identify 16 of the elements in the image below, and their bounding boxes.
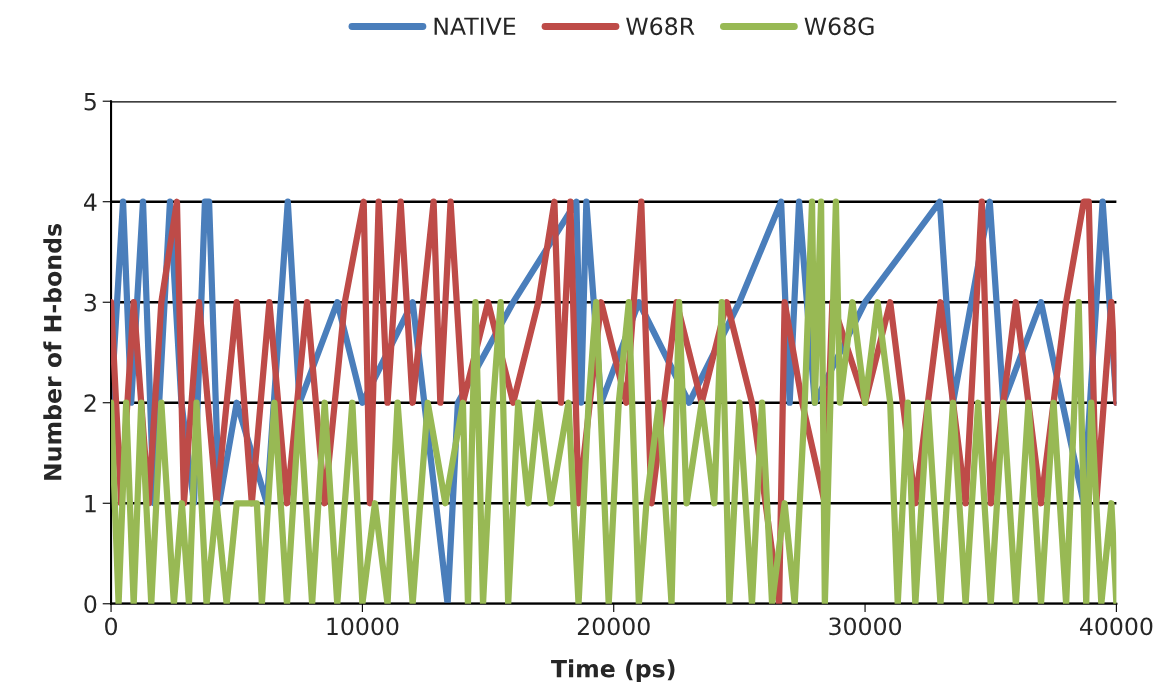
y-tick-label: 2 [84, 394, 96, 412]
y-tick-label: 1 [85, 495, 96, 513]
legend-label: NATIVE [434, 17, 516, 35]
legend-label: W68R [626, 17, 695, 36]
y-tick-label: 0 [84, 595, 97, 614]
y-tick-label: 3 [84, 293, 96, 312]
x-tick-label: 40000 [1079, 617, 1153, 636]
x-tick-label: 10000 [327, 617, 399, 636]
y-tick-label: 5 [84, 92, 96, 111]
y-tick-label: 4 [83, 193, 97, 211]
x-tick-label: 20000 [577, 617, 650, 636]
x-tick-label: 30000 [829, 617, 902, 636]
x-tick-label: 0 [105, 617, 117, 636]
legend-label: W68G [804, 17, 874, 36]
y-axis-title: Number of H-bonds [43, 224, 62, 480]
x-axis-title: Time (ps) [551, 659, 675, 683]
